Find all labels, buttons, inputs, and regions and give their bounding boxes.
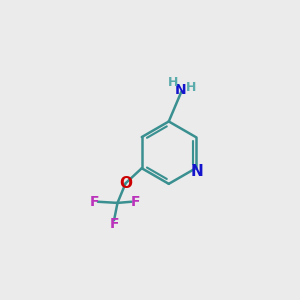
Text: H: H (186, 81, 196, 94)
Text: F: F (109, 218, 119, 231)
Text: N: N (175, 83, 187, 97)
Text: H: H (167, 76, 178, 89)
Text: F: F (89, 195, 99, 209)
Text: N: N (190, 164, 203, 179)
Text: F: F (130, 195, 140, 209)
Text: O: O (119, 176, 132, 191)
